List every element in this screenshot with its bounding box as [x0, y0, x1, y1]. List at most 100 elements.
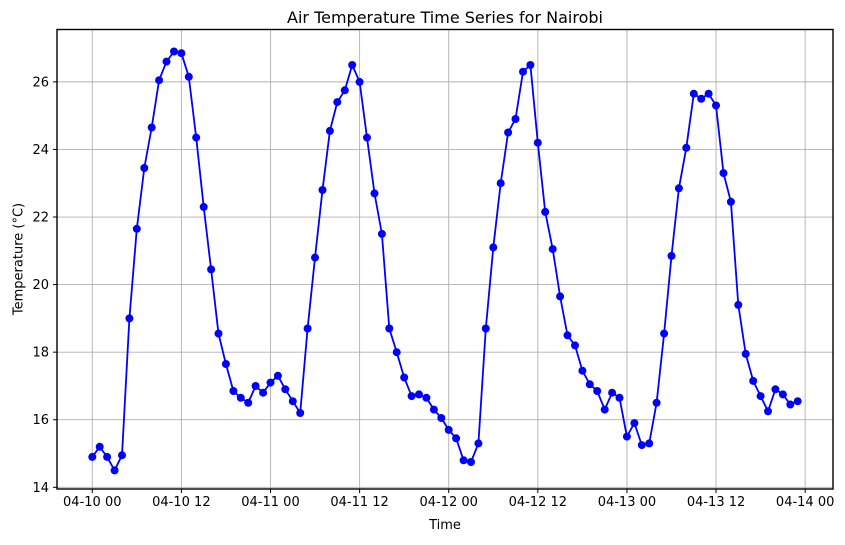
data-point-marker: [140, 164, 149, 172]
data-point-marker: [184, 72, 193, 81]
data-point-marker: [578, 366, 587, 375]
data-point-marker: [147, 123, 156, 132]
data-point-marker: [400, 373, 409, 382]
y-tick-label: 22: [32, 211, 49, 226]
data-point-marker: [496, 179, 505, 188]
data-point-marker: [533, 138, 542, 147]
data-point-marker: [415, 390, 423, 399]
data-point-marker: [177, 49, 186, 58]
x-tick-label: 04-11 12: [330, 495, 388, 510]
data-point-marker: [340, 86, 349, 95]
data-point-marker: [593, 387, 602, 395]
data-point-marker: [303, 324, 312, 333]
data-point-marker: [95, 442, 104, 451]
y-tick-label: 14: [32, 481, 49, 496]
data-point-marker: [325, 126, 334, 135]
x-tick-label: 04-11 00: [241, 495, 299, 510]
data-point-marker: [296, 409, 305, 417]
data-point-marker: [348, 61, 357, 69]
data-point-marker: [778, 390, 787, 399]
data-point-marker: [459, 456, 468, 465]
data-point-marker: [259, 388, 268, 397]
data-point-marker: [526, 61, 535, 69]
data-point-marker: [251, 382, 260, 390]
x-tick-label: 04-14 00: [776, 495, 834, 510]
data-point-marker: [244, 398, 253, 407]
data-point-marker: [266, 378, 275, 387]
data-point-marker: [726, 197, 735, 206]
x-tick-label: 04-12 12: [509, 495, 567, 510]
data-point-marker: [199, 202, 208, 211]
temperature-line: [91, 50, 799, 472]
x-axis-label: Time: [429, 518, 461, 533]
y-tick-label: 18: [32, 346, 49, 361]
data-point-marker: [519, 67, 527, 76]
data-point-marker: [756, 392, 765, 401]
data-point-marker: [571, 341, 579, 350]
data-point-marker: [88, 452, 97, 461]
data-point-marker: [652, 398, 661, 407]
data-point-marker: [697, 94, 706, 103]
data-point-marker: [170, 47, 178, 56]
data-point-marker: [437, 414, 446, 422]
plot-border: [56, 28, 834, 490]
x-tick-label: 04-12 00: [419, 495, 477, 510]
data-point-marker: [221, 360, 230, 368]
y-tick-label: 26: [32, 75, 49, 90]
data-point-marker: [563, 331, 572, 340]
data-point-marker: [363, 133, 371, 142]
data-point-marker: [600, 405, 609, 414]
data-point-marker: [333, 98, 342, 107]
data-point-marker: [660, 329, 669, 338]
data-point-marker: [719, 169, 728, 178]
data-point-marker: [162, 57, 171, 66]
data-point-marker: [207, 265, 216, 274]
data-point-marker: [281, 385, 290, 394]
data-point-marker: [214, 329, 223, 338]
data-point-marker: [311, 253, 319, 262]
x-tick-label: 04-10 12: [152, 495, 210, 510]
data-point-marker: [793, 397, 802, 406]
data-point-marker: [637, 441, 646, 450]
y-axis-label: Temperature (°C): [11, 202, 27, 316]
data-point-marker: [236, 393, 245, 402]
data-point-marker: [704, 89, 713, 98]
data-point-marker: [585, 380, 594, 389]
data-point-marker: [682, 143, 691, 152]
data-point-marker: [377, 229, 386, 238]
data-point-marker: [749, 376, 758, 385]
data-point-marker: [741, 349, 750, 358]
data-point-marker: [556, 292, 565, 301]
data-point-marker: [511, 115, 520, 123]
data-point-marker: [674, 184, 683, 193]
data-point-marker: [689, 89, 698, 98]
data-point-marker: [645, 439, 654, 448]
data-point-markers: [88, 47, 802, 475]
data-point-marker: [608, 388, 617, 397]
data-point-marker: [489, 243, 498, 252]
data-point-marker: [192, 133, 201, 142]
data-point-marker: [355, 77, 364, 86]
data-point-marker: [615, 393, 624, 402]
data-point-marker: [288, 397, 297, 406]
data-point-marker: [786, 400, 795, 409]
data-point-marker: [504, 128, 513, 137]
data-point-marker: [385, 324, 394, 333]
data-point-marker: [273, 371, 282, 380]
data-point-marker: [407, 392, 416, 401]
data-point-marker: [771, 385, 780, 394]
data-point-marker: [155, 76, 164, 85]
data-point-marker: [370, 189, 379, 198]
axis-ticks: 04-10 00 04-10 12 04-11 00 04-11 12 04-12 00…: [32, 75, 834, 510]
data-point-marker: [467, 458, 475, 466]
y-tick-label: 20: [32, 278, 49, 293]
data-point-marker: [481, 324, 490, 333]
data-point-marker: [734, 300, 743, 309]
grid-lines: [57, 29, 833, 489]
y-tick-label: 24: [32, 143, 49, 158]
x-tick-label: 04-13 00: [598, 495, 656, 510]
data-point-marker: [422, 393, 431, 402]
data-point-marker: [429, 405, 438, 414]
